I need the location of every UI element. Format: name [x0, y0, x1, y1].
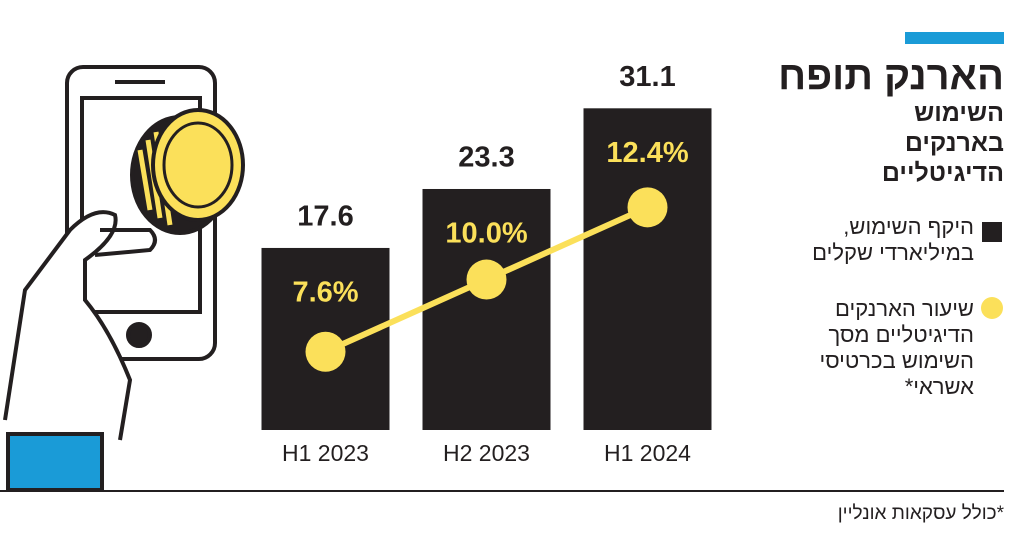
sleeve [6, 432, 104, 492]
x-tick-label: H1 2023 [282, 440, 369, 466]
line-point [627, 187, 668, 228]
line-value-label: 7.6% [292, 277, 358, 309]
legend-swatch [981, 297, 1003, 319]
bar-value-label: 17.6 [297, 201, 353, 233]
chart-title: הארנק תופח [778, 54, 1004, 98]
legend-label: היקף השימוש, במיליארדי שקלים [812, 214, 974, 265]
line-point [466, 259, 507, 300]
coin [130, 108, 245, 235]
bar [583, 108, 712, 430]
line-value-label: 10.0% [445, 218, 527, 250]
line-point [305, 331, 346, 372]
bar-value-label: 23.3 [458, 142, 514, 174]
bar [422, 188, 551, 430]
x-tick-label: H2 2023 [443, 440, 530, 466]
line-value-label: 12.4% [606, 137, 688, 169]
legend-label: שיעור הארנקים הדיגיטליים מסך השימוש בכרט… [819, 296, 974, 399]
bar-value-label: 31.1 [619, 61, 675, 93]
legend-swatch [982, 222, 1002, 242]
chart-subtitle: השימוש בארנקים הדיגיטליים [881, 99, 1004, 187]
title-accent [905, 32, 1004, 44]
x-tick-label: H1 2024 [604, 440, 691, 466]
footnote: *כולל עסקאות אונליין [837, 503, 1004, 524]
